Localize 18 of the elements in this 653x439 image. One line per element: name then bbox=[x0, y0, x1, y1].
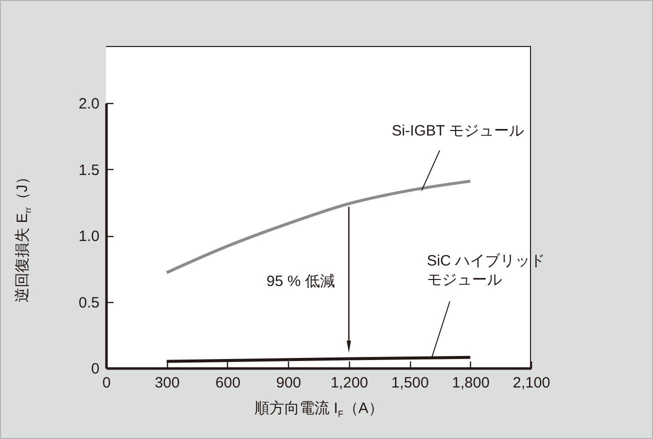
x-tick-label: 300 bbox=[154, 374, 180, 392]
x-tick-label: 1,200 bbox=[330, 374, 368, 392]
x-tick-label: 1,500 bbox=[391, 374, 429, 392]
y-tick-label: 0.5 bbox=[78, 294, 100, 312]
text: SiC ハイブリッドモジュール bbox=[426, 252, 546, 288]
x-axis-title: 順方向電流 I$_{F}$（A） bbox=[254, 399, 384, 419]
y-tick-label: 2.0 bbox=[78, 96, 100, 112]
line-series bbox=[165, 180, 472, 274]
text: Si-IGBT モジュール bbox=[392, 122, 524, 140]
x-tick-label: 600 bbox=[215, 374, 240, 392]
annotation: 95 % 低減 bbox=[266, 273, 335, 290]
y-tick-label: 1.0 bbox=[78, 228, 100, 245]
x-tick-label: 1,800 bbox=[452, 374, 490, 392]
x-tick-label: 900 bbox=[276, 374, 302, 392]
y-tick-label: 1.5 bbox=[78, 162, 100, 179]
x-tick-label: 0 bbox=[102, 374, 111, 392]
y-tick-label: 0 bbox=[91, 360, 100, 378]
x-tick-label: 2,100 bbox=[512, 374, 550, 392]
